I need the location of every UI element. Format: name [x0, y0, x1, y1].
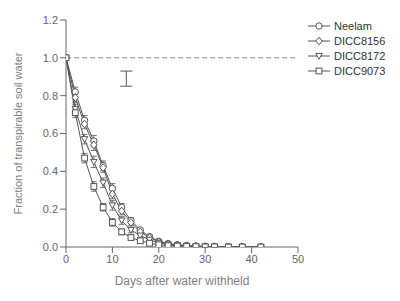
svg-text:0.6: 0.6: [43, 127, 58, 139]
svg-text:0.2: 0.2: [43, 203, 58, 215]
html-text:Neelam: Neelam: [334, 20, 372, 32]
html-text:DICC8172: DICC8172: [334, 50, 386, 62]
svg-text:0.4: 0.4: [43, 165, 58, 177]
svg-text:1.2: 1.2: [43, 14, 58, 26]
svg-text:Days after water withheld: Days after water withheld: [115, 274, 250, 288]
svg-text:30: 30: [199, 253, 211, 265]
html-text:DICC8156: DICC8156: [334, 35, 386, 47]
svg-text:10: 10: [106, 253, 118, 265]
svg-text:0: 0: [63, 253, 69, 265]
svg-text:1.0: 1.0: [43, 52, 58, 64]
svg-text:20: 20: [153, 253, 165, 265]
svg-text:40: 40: [245, 253, 257, 265]
svg-text:0.0: 0.0: [43, 241, 58, 253]
svg-text:Fraction of transpirable soil: Fraction of transpirable soil water: [12, 52, 24, 214]
html-text:DICC9073: DICC9073: [334, 65, 386, 77]
svg-text:50: 50: [292, 253, 304, 265]
svg-text:0.8: 0.8: [43, 90, 58, 102]
